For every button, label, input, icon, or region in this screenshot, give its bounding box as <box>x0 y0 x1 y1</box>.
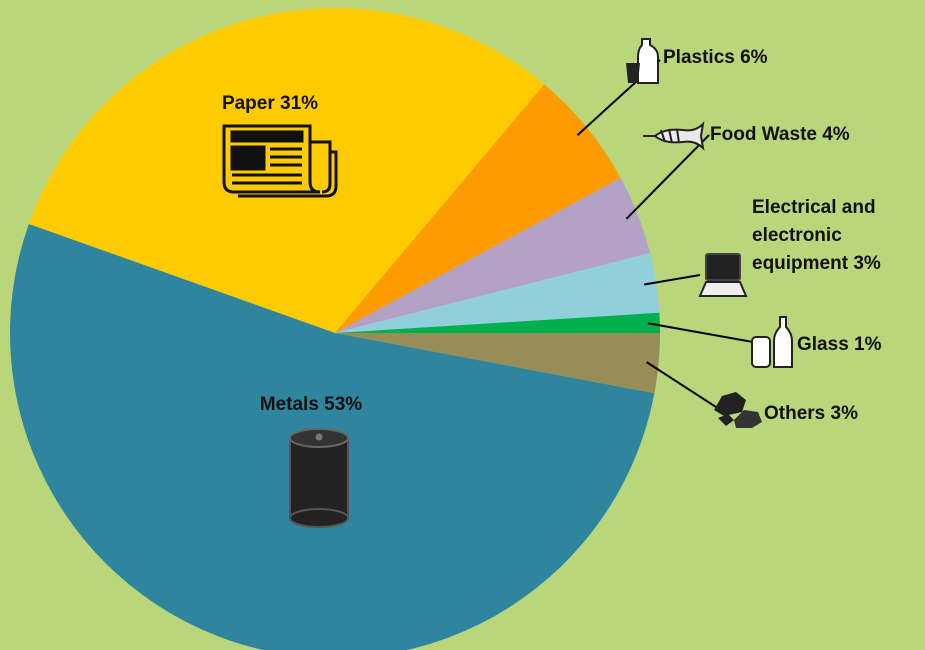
leader-line-food-waste <box>625 134 710 220</box>
slice-label-food-waste: Food Waste 4% <box>710 124 850 145</box>
slice-label-metals: Metals 53% <box>260 394 363 415</box>
slice-label-plastics: Plastics 6% <box>663 47 768 68</box>
plastic-bottle-icon <box>626 38 659 84</box>
slice-label-paper: Paper 31% <box>222 93 318 114</box>
slice-label-electrical: Electrical and electronic equipment 3% <box>752 197 881 274</box>
laptop-icon <box>698 253 748 297</box>
pie-slice-food-waste <box>335 177 650 333</box>
leader-line-others <box>646 361 717 408</box>
glass-bottle-icon <box>751 316 793 368</box>
newspaper-icon <box>222 124 338 198</box>
rubble-icon <box>714 392 762 428</box>
pie-slice-others <box>335 332 660 394</box>
leader-line-electrical-and-electronic-equipment <box>644 274 701 286</box>
pie-slice-plastics <box>335 84 621 333</box>
pie-slice-glass <box>335 312 660 333</box>
leader-line-glass <box>647 322 754 343</box>
pie-slice-electrical-and-electronic-equipment <box>335 252 660 333</box>
slice-label-glass: Glass 1% <box>797 334 882 355</box>
slice-label-others: Others 3% <box>764 403 858 424</box>
tin-can-icon <box>289 428 349 528</box>
fish-bone-icon <box>643 121 705 151</box>
